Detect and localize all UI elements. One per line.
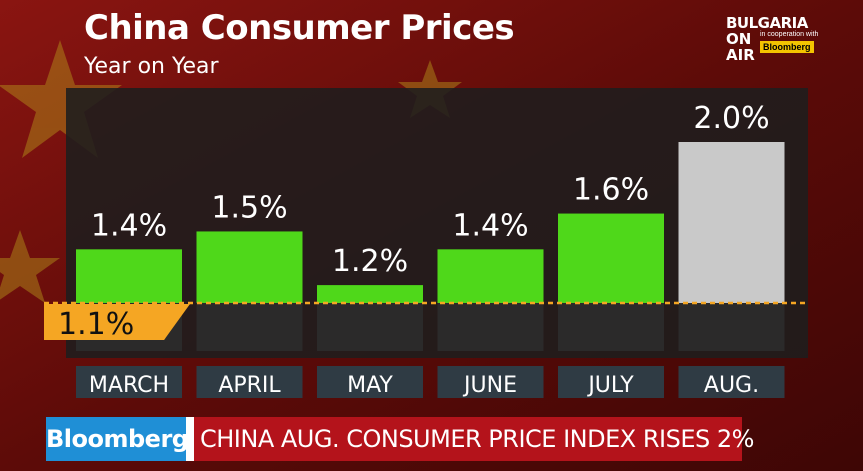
- ticker-separator: [186, 417, 194, 461]
- bar-base-5: [678, 303, 785, 351]
- data-label: 1.2%: [332, 244, 408, 279]
- tick-label: APRIL: [218, 373, 281, 398]
- logo-cooperation: in cooperation with: [760, 31, 819, 38]
- logo-partner: Bloomberg: [760, 41, 814, 53]
- bar-july: [558, 213, 664, 303]
- news-ticker: Bloomberg CHINA AUG. CONSUMER PRICE INDE…: [46, 417, 754, 461]
- bar-base-1: [196, 303, 303, 351]
- bar-base-4: [558, 303, 664, 351]
- tick-label: AUG.: [704, 373, 759, 398]
- ticker-headline: CHINA AUG. CONSUMER PRICE INDEX RISES 2%: [194, 417, 754, 461]
- reference-label-arrow: [164, 304, 190, 340]
- logo-line3: AIR: [726, 46, 755, 64]
- bar-base-3: [437, 303, 544, 351]
- ticker-brand: Bloomberg: [46, 417, 189, 461]
- bar-aug: [678, 142, 785, 303]
- tick-label-box: [558, 366, 664, 398]
- bar-june: [437, 249, 544, 303]
- tick-label-box: [76, 366, 182, 398]
- tick-label: JUNE: [462, 373, 517, 398]
- tick-label-box: [678, 366, 785, 398]
- tick-label-box: [437, 366, 544, 398]
- data-label: 2.0%: [693, 101, 769, 136]
- tick-label: MAY: [347, 373, 393, 398]
- reference-label: 1.1%: [58, 307, 134, 342]
- tick-label-box: [317, 366, 423, 398]
- logo-line2: ON: [726, 30, 752, 48]
- bar-base-2: [317, 303, 423, 351]
- tick-label: MARCH: [89, 373, 169, 398]
- tick-label: JULY: [586, 373, 634, 398]
- data-label: 1.6%: [573, 173, 649, 208]
- data-label: 1.5%: [211, 190, 287, 225]
- reference-label-box: [44, 304, 188, 340]
- bar-march: [76, 249, 182, 303]
- data-label: 1.4%: [91, 208, 167, 243]
- data-label: 1.4%: [452, 208, 528, 243]
- bar-may: [317, 285, 423, 303]
- bulgaria-on-air-logo: BULGARIA ON AIR in cooperation with Bloo…: [726, 14, 836, 64]
- tick-label-box: [196, 366, 303, 398]
- chart-subtitle: Year on Year: [84, 54, 219, 79]
- bar-april: [196, 231, 303, 303]
- logo-line1: BULGARIA: [726, 14, 808, 32]
- chart-title: China Consumer Prices: [84, 8, 515, 48]
